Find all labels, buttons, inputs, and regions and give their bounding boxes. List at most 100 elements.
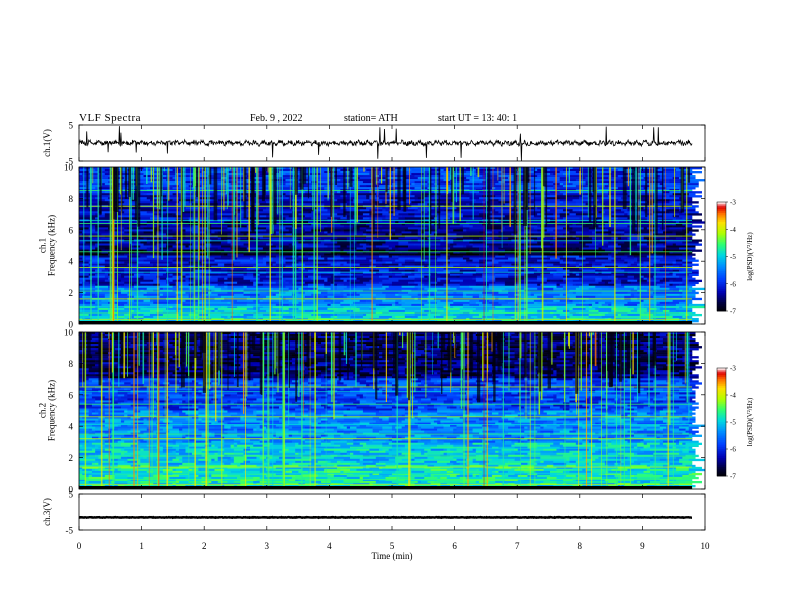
spectrogram-cell: [366, 301, 383, 305]
spectrogram-cell: [598, 257, 609, 260]
spectrogram-cell: [485, 267, 502, 270]
spectrogram-cell: [440, 253, 451, 256]
spectrogram-cell: [533, 171, 548, 174]
spectrogram-cell: [679, 213, 686, 216]
spectrogram-cell: [646, 245, 651, 248]
spectrogram-cell: [79, 255, 96, 258]
spectrogram-cell: [220, 229, 235, 232]
y-axis-label-0-0: ch.1(V): [42, 129, 52, 157]
spectrogram-cell: [614, 291, 628, 295]
spectrogram-cell: [630, 235, 644, 238]
spectrogram-cell: [224, 263, 235, 266]
spectrogram-cell: [269, 307, 283, 311]
spectrogram-cell: [117, 299, 135, 303]
spectrogram-cell: [653, 235, 670, 238]
spectrogram-cell: [156, 271, 167, 274]
spectrogram-cell: [414, 313, 428, 317]
spectrogram-cell: [353, 199, 370, 202]
spectrogram-cell: [204, 309, 212, 313]
spectrogram-cell: [359, 179, 377, 182]
spectrogram-cell: [479, 303, 493, 307]
spectrogram-cell: [208, 185, 215, 188]
spectrogram-cell: [591, 231, 596, 234]
spectrogram-cell: [601, 315, 615, 319]
spectrogram-cell: [630, 253, 641, 256]
spectrogram-cell: [456, 207, 473, 210]
spectrogram-cell: [430, 247, 444, 250]
spectrogram-cell: [227, 269, 244, 272]
spectrogram-cell: [469, 223, 483, 226]
spectrogram-cell: [324, 243, 335, 246]
spectrogram-cell: [279, 209, 293, 212]
spectrogram-cell: [666, 227, 670, 230]
spectrogram-cell: [188, 223, 202, 226]
spectrogram-cell: [298, 241, 302, 244]
spectrogram-cell: [159, 227, 167, 230]
spectrogram-cell: [575, 171, 593, 174]
spectrogram-cell: [598, 301, 606, 305]
spectrogram-cell: [220, 187, 238, 190]
spectrogram-cell: [437, 303, 451, 307]
spectrogram-cell: [282, 207, 290, 210]
spectrogram-cell: [91, 229, 96, 232]
spectrogram-cell: [591, 185, 606, 188]
spectrogram-cell: [359, 299, 367, 303]
spectrogram-cell: [482, 275, 496, 278]
spectrogram-cell: [640, 313, 654, 317]
spectrogram-cell: [601, 271, 612, 274]
spectrogram-cell: [179, 249, 193, 252]
spectrogram-cell: [420, 171, 425, 174]
spectrogram-cell: [227, 177, 244, 180]
spectrogram-cell: [662, 237, 677, 240]
spectrogram-cell: [343, 263, 360, 266]
spectrogram-cell: [553, 315, 557, 319]
spectrogram-cell: [382, 283, 393, 287]
spectrogram-cell: [366, 185, 380, 188]
spectrogram-cell: [669, 207, 673, 210]
spectrogram-cell: [369, 209, 383, 212]
spectrogram-cell: [353, 173, 367, 176]
spectrogram-cell: [146, 225, 157, 228]
spectrogram-cell: [246, 259, 251, 262]
spectrogram-cell: [175, 237, 193, 240]
spectrogram-cell: [614, 275, 628, 278]
spectrogram-cell: [637, 257, 651, 260]
spectrogram-cell: [595, 269, 602, 272]
spectrogram-cell: [643, 269, 661, 272]
spectrogram-cell: [559, 183, 564, 186]
spectrogram-cell: [149, 241, 164, 244]
spectrogram-cell: [146, 249, 164, 252]
spectrogram-cell: [272, 263, 277, 266]
spectrogram-cell: [166, 175, 180, 178]
spectrogram-cell: [385, 175, 393, 178]
spectrogram-cell: [230, 247, 248, 250]
spectrogram-cell: [256, 193, 267, 196]
spectrogram-cell: [504, 299, 515, 303]
spectrogram-cell: [546, 247, 557, 250]
spectrogram-cell: [598, 271, 602, 274]
spectrogram-cell: [524, 201, 535, 204]
spectrogram-cell: [340, 217, 348, 220]
spectrogram-cell: [433, 195, 441, 198]
spectrogram-cell: [472, 181, 483, 184]
spectrogram-cell: [688, 315, 693, 319]
spectrogram-cell: [259, 191, 273, 194]
spectrogram-cell: [172, 177, 189, 180]
spectrogram-cell: [591, 233, 609, 236]
spectrogram-cell: [340, 263, 344, 266]
spectrogram-cell: [130, 283, 135, 287]
spectrogram-cell: [133, 185, 151, 188]
spectrogram-cell: [417, 291, 428, 295]
spectrogram-cell: [627, 265, 644, 268]
spectrogram-cell: [385, 217, 399, 220]
spectrogram-cell: [224, 281, 238, 285]
spectrogram-cell: [124, 231, 128, 234]
spectrogram-cell: [162, 249, 167, 252]
spectrogram-cell: [401, 223, 406, 226]
spectrogram-cell: [320, 213, 338, 216]
spectrogram-cell: [214, 285, 225, 289]
spectrogram-cell: [562, 227, 567, 230]
spectrogram-cell: [530, 237, 538, 240]
spectrogram-cell: [566, 183, 573, 186]
spectrogram-cell: [585, 251, 590, 254]
